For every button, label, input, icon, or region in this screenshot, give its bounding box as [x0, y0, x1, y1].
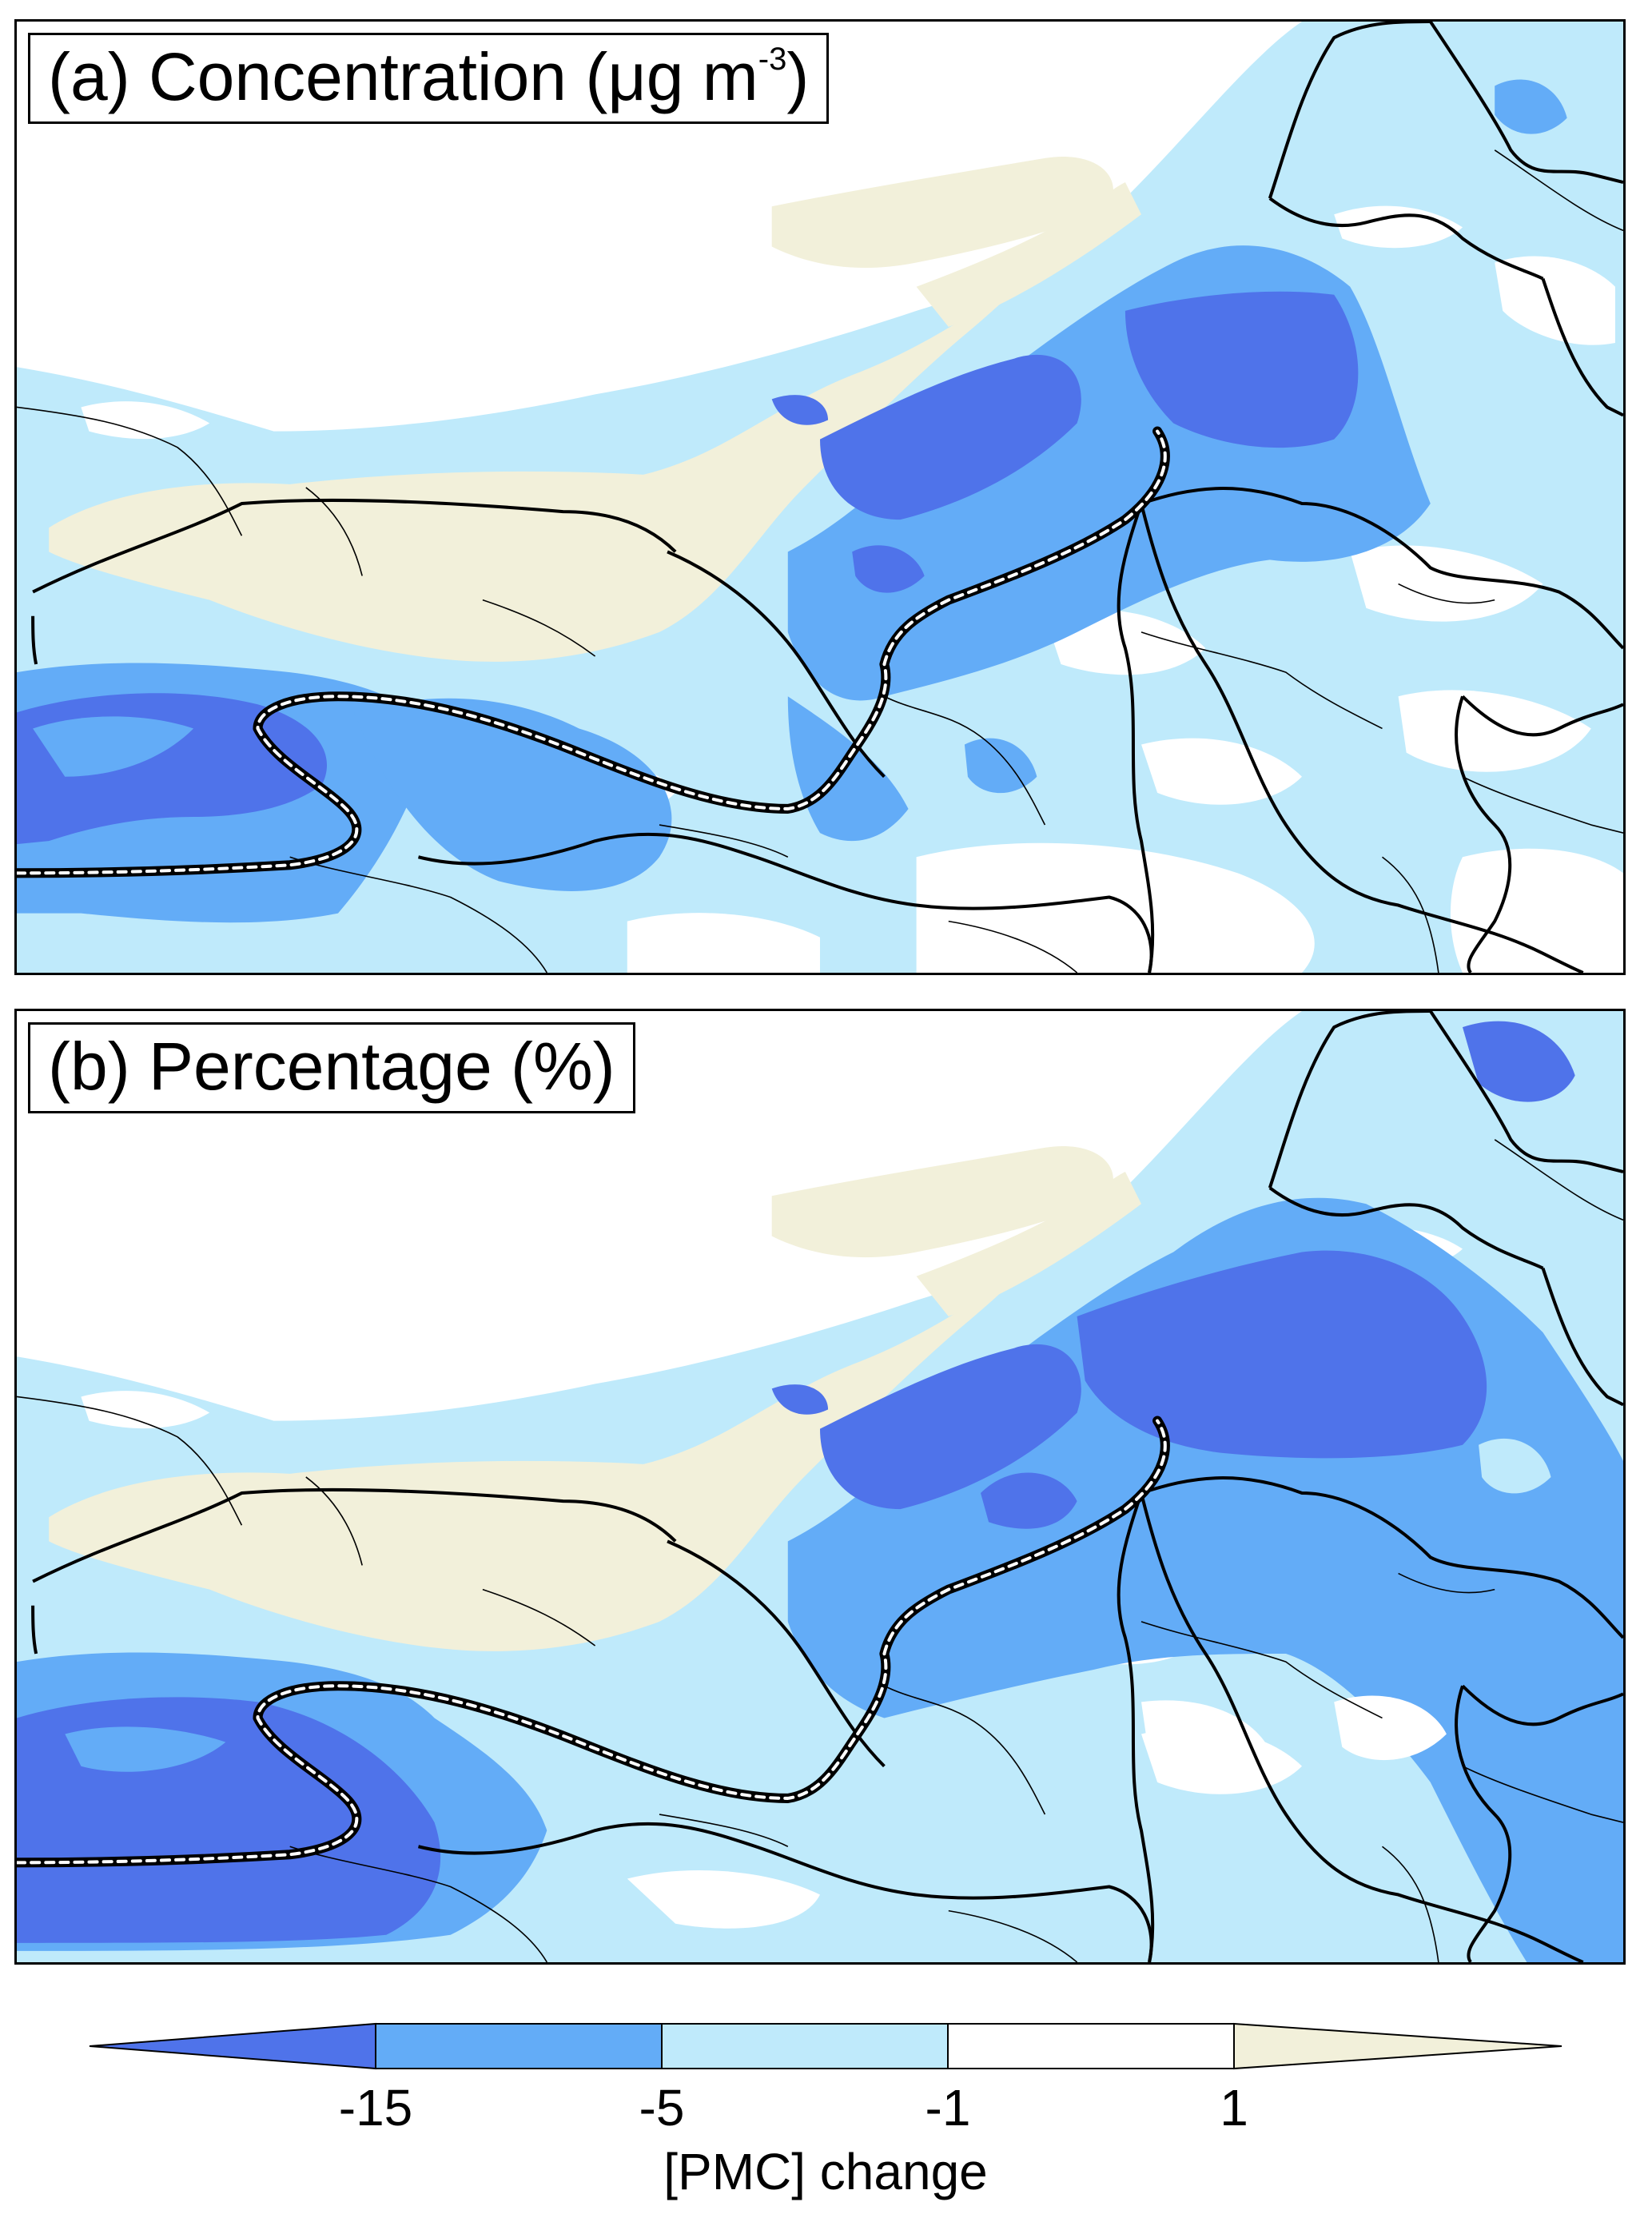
colorbar-tick-label: -1	[925, 2079, 971, 2136]
colorbar-label: [PMC] change	[663, 2143, 988, 2200]
concentration-map	[17, 22, 1623, 973]
panel-a-title: (a) Concentration (μg m-3)	[28, 33, 830, 125]
panel-a-unit-close: )	[786, 39, 810, 114]
panel-a-prefix: (a)	[48, 39, 130, 114]
colorbar-tick-label: -15	[338, 2079, 413, 2136]
colorbar-bin-2	[375, 2023, 663, 2069]
map-panel-percentage: (b) Percentage (%)	[14, 1009, 1626, 1965]
colorbar-tick-label: -5	[639, 2079, 685, 2136]
colorbar-bin-5	[1233, 2022, 1562, 2070]
panel-b-title: (b) Percentage (%)	[28, 1022, 635, 1114]
province-boundaries	[17, 1011, 1623, 1962]
map-panel-concentration: (a) Concentration (μg m-3)	[14, 19, 1626, 975]
black-white-dashed-line	[17, 426, 1170, 878]
panel-a-unit-open: (μg m	[585, 39, 758, 114]
colorbar-tick-label: 1	[1220, 2079, 1248, 2136]
black-white-dashed-line	[17, 1416, 1170, 1868]
province-boundaries	[17, 22, 1623, 973]
panel-a-unit-exponent: -3	[758, 42, 787, 77]
colorbar-bin-4	[947, 2023, 1235, 2069]
colorbar-bin-1	[89, 2022, 376, 2070]
panel-b-title-text: Percentage (%)	[149, 1029, 615, 1104]
panel-a-title-text: Concentration	[149, 39, 567, 114]
colorbar	[89, 2022, 1562, 2070]
pmc-shading	[17, 22, 1623, 973]
colorbar-bin-3	[661, 2023, 949, 2069]
panel-b-prefix: (b)	[48, 1029, 130, 1104]
percentage-map	[17, 1011, 1623, 1962]
pmc-shading	[17, 1011, 1623, 1962]
